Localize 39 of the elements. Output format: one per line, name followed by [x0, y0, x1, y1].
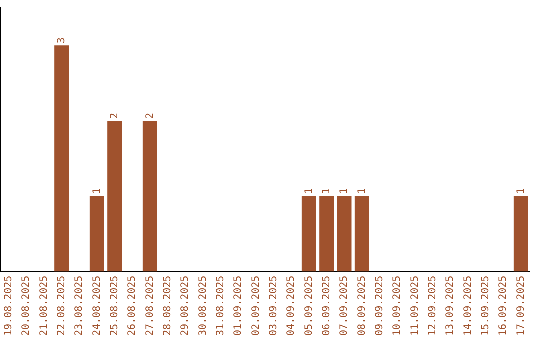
data-label: 1 — [356, 188, 368, 194]
x-tick-label: 14.09.2025 — [462, 276, 474, 336]
x-tick-label: 03.09.2025 — [268, 276, 280, 336]
x-tick-label: 02.09.2025 — [250, 276, 262, 336]
data-label: 1 — [339, 188, 350, 194]
x-tick-label: 26.08.2025 — [127, 276, 138, 336]
x-tick-label: 17.09.2025 — [516, 276, 527, 336]
data-label: 1 — [304, 188, 315, 194]
x-tick-label: 25.08.2025 — [109, 276, 120, 336]
x-tick-label: 10.09.2025 — [392, 276, 404, 336]
x-tick-label: 12.09.2025 — [427, 276, 438, 336]
x-tick-label: 30.08.2025 — [198, 276, 209, 336]
x-tick-label: 15.09.2025 — [480, 276, 492, 336]
x-tick-label: 01.09.2025 — [233, 276, 244, 336]
x-tick-label: 24.08.2025 — [92, 276, 103, 336]
x-tick-label: 21.08.2025 — [38, 276, 50, 336]
x-tick-label: 22.08.2025 — [56, 276, 68, 336]
data-label: 2 — [109, 113, 120, 120]
data-label: 1 — [92, 188, 103, 194]
data-label: 1 — [321, 188, 332, 194]
x-tick-label: 28.08.2025 — [162, 276, 174, 336]
x-tick-label: 20.08.2025 — [21, 276, 32, 336]
data-label: 1 — [516, 188, 527, 194]
x-tick-label: 04.09.2025 — [286, 276, 298, 336]
x-tick-label: 16.09.2025 — [498, 276, 510, 336]
x-tick-label: 23.08.2025 — [74, 276, 86, 336]
x-tick-label: 19.08.2025 — [3, 276, 14, 336]
x-tick-label: 05.09.2025 — [304, 276, 315, 336]
x-tick-label: 27.08.2025 — [144, 276, 156, 336]
x-tick-label: 06.09.2025 — [321, 276, 332, 336]
x-tick-label: 08.09.2025 — [356, 276, 368, 336]
x-tick-label: 11.09.2025 — [410, 276, 421, 336]
x-tick-label: 09.09.2025 — [374, 276, 386, 336]
x-tick-label: 29.08.2025 — [180, 276, 192, 336]
data-label: 3 — [56, 38, 68, 44]
x-tick-label: 13.09.2025 — [445, 276, 456, 336]
x-tick-label: 31.08.2025 — [215, 276, 226, 336]
data-label: 2 — [144, 113, 156, 120]
x-tick-label: 07.09.2025 — [339, 276, 350, 336]
